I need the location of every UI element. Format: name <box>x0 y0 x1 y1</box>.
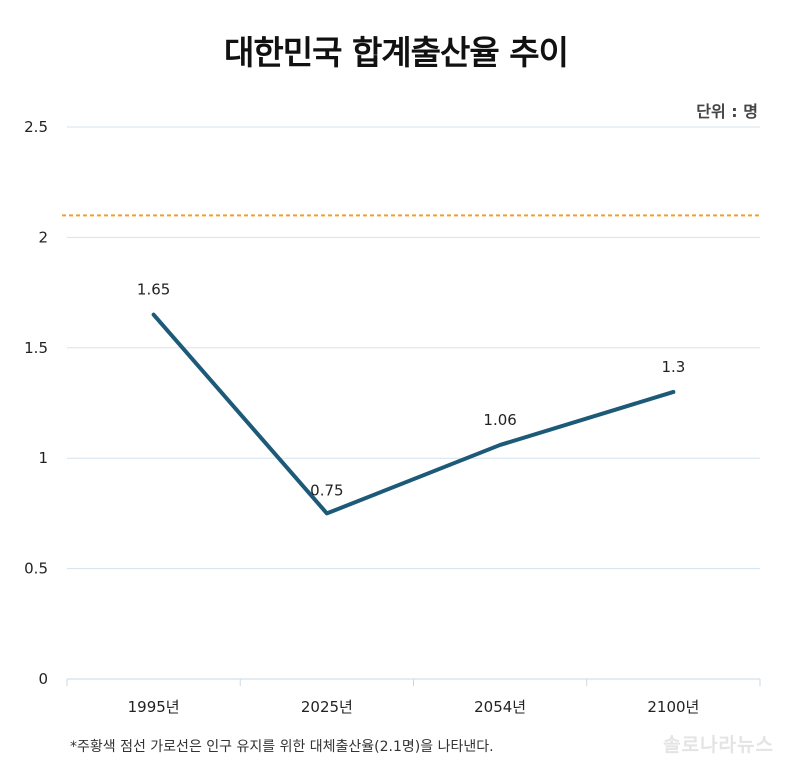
y-tick-label: 1 <box>38 449 48 467</box>
y-tick-label: 2.5 <box>24 118 48 136</box>
y-tick-label: 2 <box>38 228 48 246</box>
series-line <box>151 312 676 516</box>
unit-label: 단위 : 명 <box>696 102 758 121</box>
x-tick-label: 2025년 <box>301 698 353 716</box>
x-tick-label: 2100년 <box>647 698 699 716</box>
y-tick-label: 0 <box>38 670 48 688</box>
x-tick-label: 2054년 <box>474 698 526 716</box>
y-tick-label: 0.5 <box>24 560 48 578</box>
data-label: 1.06 <box>483 411 516 429</box>
data-label: 1.3 <box>661 358 685 376</box>
footnote: *주황색 점선 가로선은 인구 유지를 위한 대체출산율(2.1명)을 나타낸다… <box>70 739 494 755</box>
y-tick-label: 1.5 <box>24 339 48 357</box>
watermark-logo: 솔로나라뉴스 <box>663 734 774 756</box>
chart-title: 대한민국 합계출산율 추이 <box>224 33 569 72</box>
x-tick-label: 1995년 <box>128 698 180 716</box>
data-label: 0.75 <box>310 481 343 499</box>
data-label: 1.65 <box>137 281 170 299</box>
